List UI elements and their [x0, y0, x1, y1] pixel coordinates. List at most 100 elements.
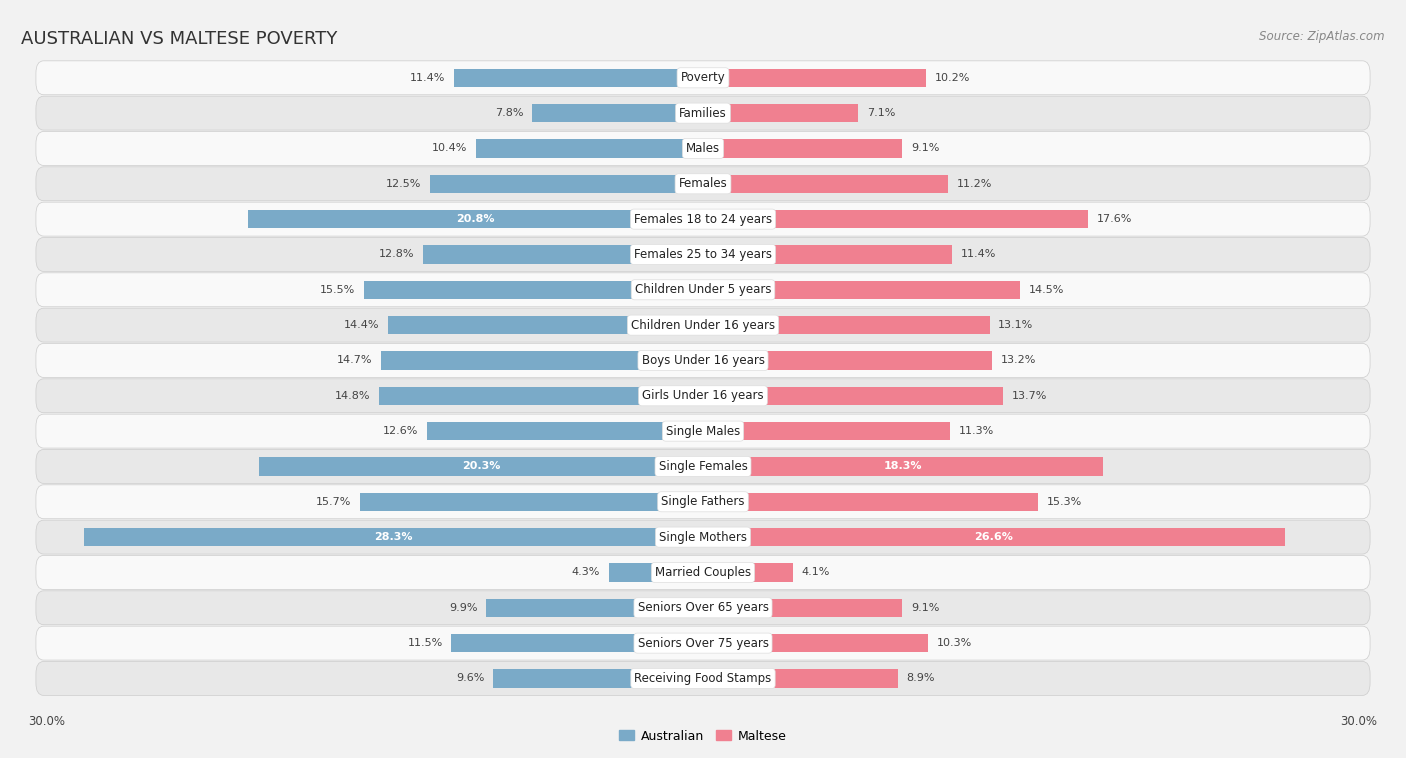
Text: 10.2%: 10.2%	[935, 73, 970, 83]
FancyBboxPatch shape	[37, 485, 1369, 518]
Text: Single Females: Single Females	[658, 460, 748, 473]
Bar	[486, 599, 703, 617]
Bar	[703, 174, 948, 193]
Bar	[703, 139, 903, 158]
Bar	[703, 210, 1088, 228]
Text: Seniors Over 65 years: Seniors Over 65 years	[637, 601, 769, 614]
Text: 13.7%: 13.7%	[1011, 391, 1046, 401]
Bar	[703, 528, 1285, 547]
FancyBboxPatch shape	[37, 202, 1369, 236]
FancyBboxPatch shape	[37, 662, 1369, 695]
Text: 15.5%: 15.5%	[321, 285, 356, 295]
Text: Single Males: Single Males	[666, 424, 740, 437]
FancyBboxPatch shape	[37, 449, 1369, 484]
Text: Single Fathers: Single Fathers	[661, 495, 745, 509]
FancyBboxPatch shape	[37, 61, 1369, 95]
Text: 4.3%: 4.3%	[572, 568, 600, 578]
Bar	[364, 280, 703, 299]
Text: Families: Families	[679, 107, 727, 120]
Text: Females: Females	[679, 177, 727, 190]
Text: 11.4%: 11.4%	[962, 249, 997, 259]
Text: 18.3%: 18.3%	[884, 462, 922, 471]
Text: Children Under 16 years: Children Under 16 years	[631, 318, 775, 331]
Text: 20.3%: 20.3%	[461, 462, 501, 471]
Bar	[703, 599, 903, 617]
Bar	[703, 457, 1104, 475]
Text: 8.9%: 8.9%	[907, 673, 935, 684]
Legend: Australian, Maltese: Australian, Maltese	[614, 725, 792, 747]
Text: Married Couples: Married Couples	[655, 566, 751, 579]
Bar	[494, 669, 703, 688]
Bar	[454, 69, 703, 87]
Bar	[84, 528, 703, 547]
Text: Boys Under 16 years: Boys Under 16 years	[641, 354, 765, 367]
Text: 15.3%: 15.3%	[1046, 496, 1081, 507]
Bar	[259, 457, 703, 475]
FancyBboxPatch shape	[37, 590, 1369, 625]
Bar	[703, 669, 897, 688]
Bar	[475, 139, 703, 158]
FancyBboxPatch shape	[37, 167, 1369, 201]
FancyBboxPatch shape	[37, 379, 1369, 413]
FancyBboxPatch shape	[37, 556, 1369, 590]
Bar	[703, 387, 1002, 405]
Bar	[703, 69, 927, 87]
Bar	[381, 351, 703, 370]
Text: 14.8%: 14.8%	[335, 391, 371, 401]
Text: 10.4%: 10.4%	[432, 143, 467, 153]
Text: 11.4%: 11.4%	[409, 73, 444, 83]
Text: Poverty: Poverty	[681, 71, 725, 84]
Text: 28.3%: 28.3%	[374, 532, 413, 542]
Bar	[451, 634, 703, 653]
Text: AUSTRALIAN VS MALTESE POVERTY: AUSTRALIAN VS MALTESE POVERTY	[21, 30, 337, 49]
Text: Source: ZipAtlas.com: Source: ZipAtlas.com	[1260, 30, 1385, 43]
Text: 9.6%: 9.6%	[456, 673, 484, 684]
Bar	[703, 493, 1038, 511]
FancyBboxPatch shape	[37, 309, 1369, 342]
Text: 11.3%: 11.3%	[959, 426, 994, 436]
FancyBboxPatch shape	[37, 131, 1369, 165]
FancyBboxPatch shape	[37, 626, 1369, 660]
FancyBboxPatch shape	[37, 237, 1369, 271]
Bar	[423, 246, 703, 264]
Text: 11.2%: 11.2%	[956, 179, 993, 189]
FancyBboxPatch shape	[37, 96, 1369, 130]
Text: 7.1%: 7.1%	[868, 108, 896, 118]
Text: Receiving Food Stamps: Receiving Food Stamps	[634, 672, 772, 685]
Bar	[380, 387, 703, 405]
Text: Single Mothers: Single Mothers	[659, 531, 747, 543]
Text: 13.1%: 13.1%	[998, 320, 1033, 330]
Text: 12.8%: 12.8%	[378, 249, 415, 259]
Text: Seniors Over 75 years: Seniors Over 75 years	[637, 637, 769, 650]
Text: 9.9%: 9.9%	[450, 603, 478, 612]
Bar	[609, 563, 703, 581]
Text: 17.6%: 17.6%	[1097, 214, 1132, 224]
Text: Children Under 5 years: Children Under 5 years	[634, 283, 772, 296]
Bar	[427, 422, 703, 440]
FancyBboxPatch shape	[37, 343, 1369, 377]
Text: Females 18 to 24 years: Females 18 to 24 years	[634, 213, 772, 226]
Text: 14.4%: 14.4%	[344, 320, 380, 330]
Text: 9.1%: 9.1%	[911, 143, 939, 153]
Text: 12.6%: 12.6%	[384, 426, 419, 436]
Text: Males: Males	[686, 142, 720, 155]
FancyBboxPatch shape	[37, 520, 1369, 554]
Text: 12.5%: 12.5%	[385, 179, 420, 189]
Bar	[703, 104, 858, 122]
Bar	[703, 351, 991, 370]
Bar	[703, 422, 950, 440]
Text: 4.1%: 4.1%	[801, 568, 830, 578]
Text: 14.7%: 14.7%	[337, 356, 373, 365]
FancyBboxPatch shape	[37, 414, 1369, 448]
Bar	[703, 634, 928, 653]
Text: 26.6%: 26.6%	[974, 532, 1014, 542]
FancyBboxPatch shape	[37, 273, 1369, 307]
Text: Girls Under 16 years: Girls Under 16 years	[643, 390, 763, 402]
Bar	[703, 563, 793, 581]
Text: 11.5%: 11.5%	[408, 638, 443, 648]
Text: 7.8%: 7.8%	[495, 108, 523, 118]
Text: 10.3%: 10.3%	[936, 638, 973, 648]
Bar	[247, 210, 703, 228]
Bar	[430, 174, 703, 193]
Text: 9.1%: 9.1%	[911, 603, 939, 612]
